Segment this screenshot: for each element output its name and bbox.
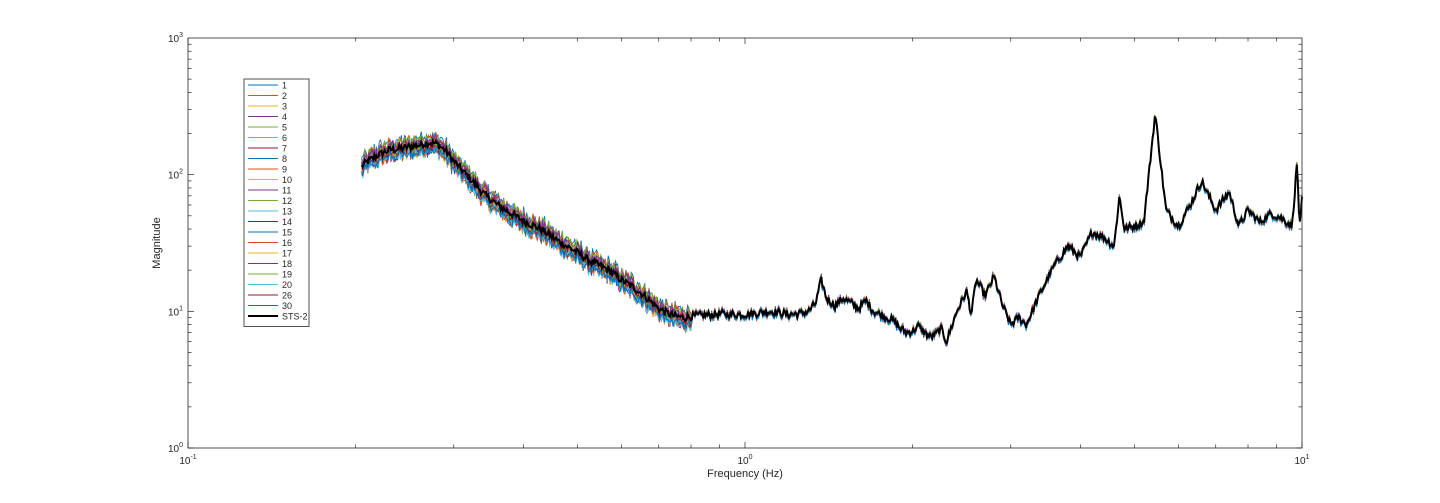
- legend-label-1: 1: [282, 81, 287, 91]
- legend-label-12: 12: [282, 196, 292, 206]
- y-axis-label: Magnitude: [151, 217, 163, 268]
- series-line-STS-2: [360, 115, 1303, 345]
- legend-label-20: 20: [282, 280, 292, 290]
- legend-label-7: 7: [282, 144, 287, 154]
- x-axis-label: Frequency (Hz): [707, 468, 783, 480]
- y-tick-label: 100: [168, 442, 183, 455]
- legend-label-5: 5: [282, 123, 287, 133]
- x-tick-label: 100: [737, 454, 752, 467]
- legend-label-17: 17: [282, 249, 292, 259]
- x-tick-label: 101: [1294, 454, 1309, 467]
- legend-label-3: 3: [282, 102, 287, 112]
- legend-label-6: 6: [282, 133, 287, 143]
- legend-label-19: 19: [282, 270, 292, 280]
- legend-label-30: 30: [282, 301, 292, 311]
- y-tick-label: 103: [168, 32, 183, 45]
- legend-label-8: 8: [282, 154, 287, 164]
- legend-label-4: 4: [282, 112, 287, 122]
- legend-label-10: 10: [282, 175, 292, 185]
- legend-label-9: 9: [282, 165, 287, 175]
- legend-label-14: 14: [282, 217, 292, 227]
- legend-label-18: 18: [282, 259, 292, 269]
- legend-box: [243, 78, 310, 327]
- legend-label-11: 11: [282, 186, 291, 196]
- plot-area: [188, 38, 1302, 448]
- reference-layer: [360, 115, 1303, 345]
- legend-label-16: 16: [282, 238, 292, 248]
- y-tick-label: 102: [168, 169, 183, 182]
- legend-label-2: 2: [282, 91, 287, 101]
- y-tick-label: 101: [168, 305, 183, 318]
- legend-label-15: 15: [282, 228, 292, 238]
- x-tick-label: 10-1: [179, 454, 196, 467]
- legend-label-13: 13: [282, 207, 292, 217]
- legend-label-STS-2: STS-2: [282, 312, 308, 322]
- legend-label-26: 26: [282, 291, 292, 301]
